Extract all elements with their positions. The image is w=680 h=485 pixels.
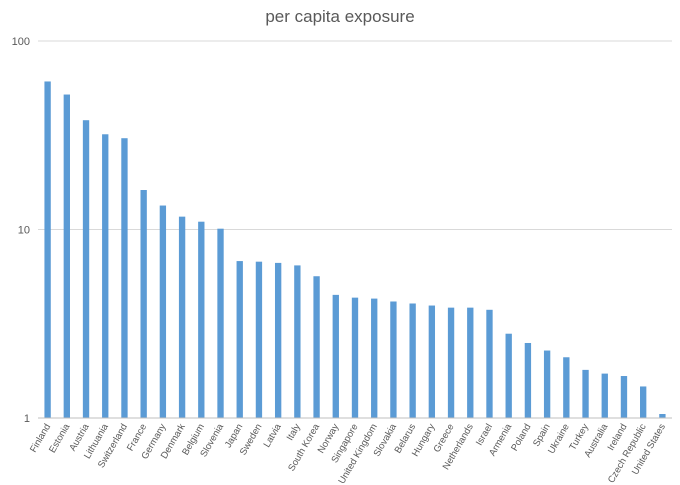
bar-france xyxy=(140,190,147,418)
bar-south-korea xyxy=(313,276,320,418)
y-tick-label: 100 xyxy=(12,36,30,48)
bar-austria xyxy=(82,120,90,419)
bar-greece xyxy=(447,307,455,418)
bar-australia xyxy=(601,373,608,418)
x-axis-ticks: FinlandEstoniaAustriaLithuaniaSwitzerlan… xyxy=(28,421,668,485)
bar-belgium xyxy=(198,221,205,418)
grid-lines xyxy=(38,40,672,230)
bar-belarus xyxy=(409,303,416,418)
bar-united-kingdom xyxy=(371,298,378,418)
bar-norway xyxy=(332,294,339,418)
bar-united-states xyxy=(659,414,666,418)
bars xyxy=(44,81,666,419)
bar-singapore xyxy=(351,297,359,418)
bar-denmark xyxy=(178,216,186,418)
bar-spain xyxy=(543,350,551,418)
bar-switzerland xyxy=(121,138,128,418)
bar-estonia xyxy=(63,94,70,418)
x-tick-label: Italy xyxy=(285,422,303,443)
bar-germany xyxy=(159,205,167,418)
bar-latvia xyxy=(274,262,282,418)
bar-slovakia xyxy=(390,301,397,418)
y-tick-label: 10 xyxy=(18,225,30,237)
bar-ukraine xyxy=(563,357,570,418)
bar-netherlands xyxy=(467,307,474,418)
x-tick-label: Latvia xyxy=(262,421,285,449)
bar-italy xyxy=(294,265,301,418)
chart-title: per capita exposure xyxy=(265,7,414,26)
bar-hungary xyxy=(428,305,436,418)
bar-turkey xyxy=(582,369,589,418)
bar-armenia xyxy=(505,333,512,418)
bar-ireland xyxy=(620,376,628,418)
bar-finland xyxy=(44,81,51,418)
bar-poland xyxy=(524,342,532,418)
bar-sweden xyxy=(255,261,263,418)
bar-slovenia xyxy=(217,228,224,418)
bar-czech-republic xyxy=(640,386,647,418)
y-tick-label: 1 xyxy=(24,413,30,425)
y-axis-ticks: 1 10 100 xyxy=(12,36,30,425)
bar-lithuania xyxy=(102,134,109,418)
bar-japan xyxy=(236,261,243,418)
bar-israel xyxy=(486,309,493,418)
